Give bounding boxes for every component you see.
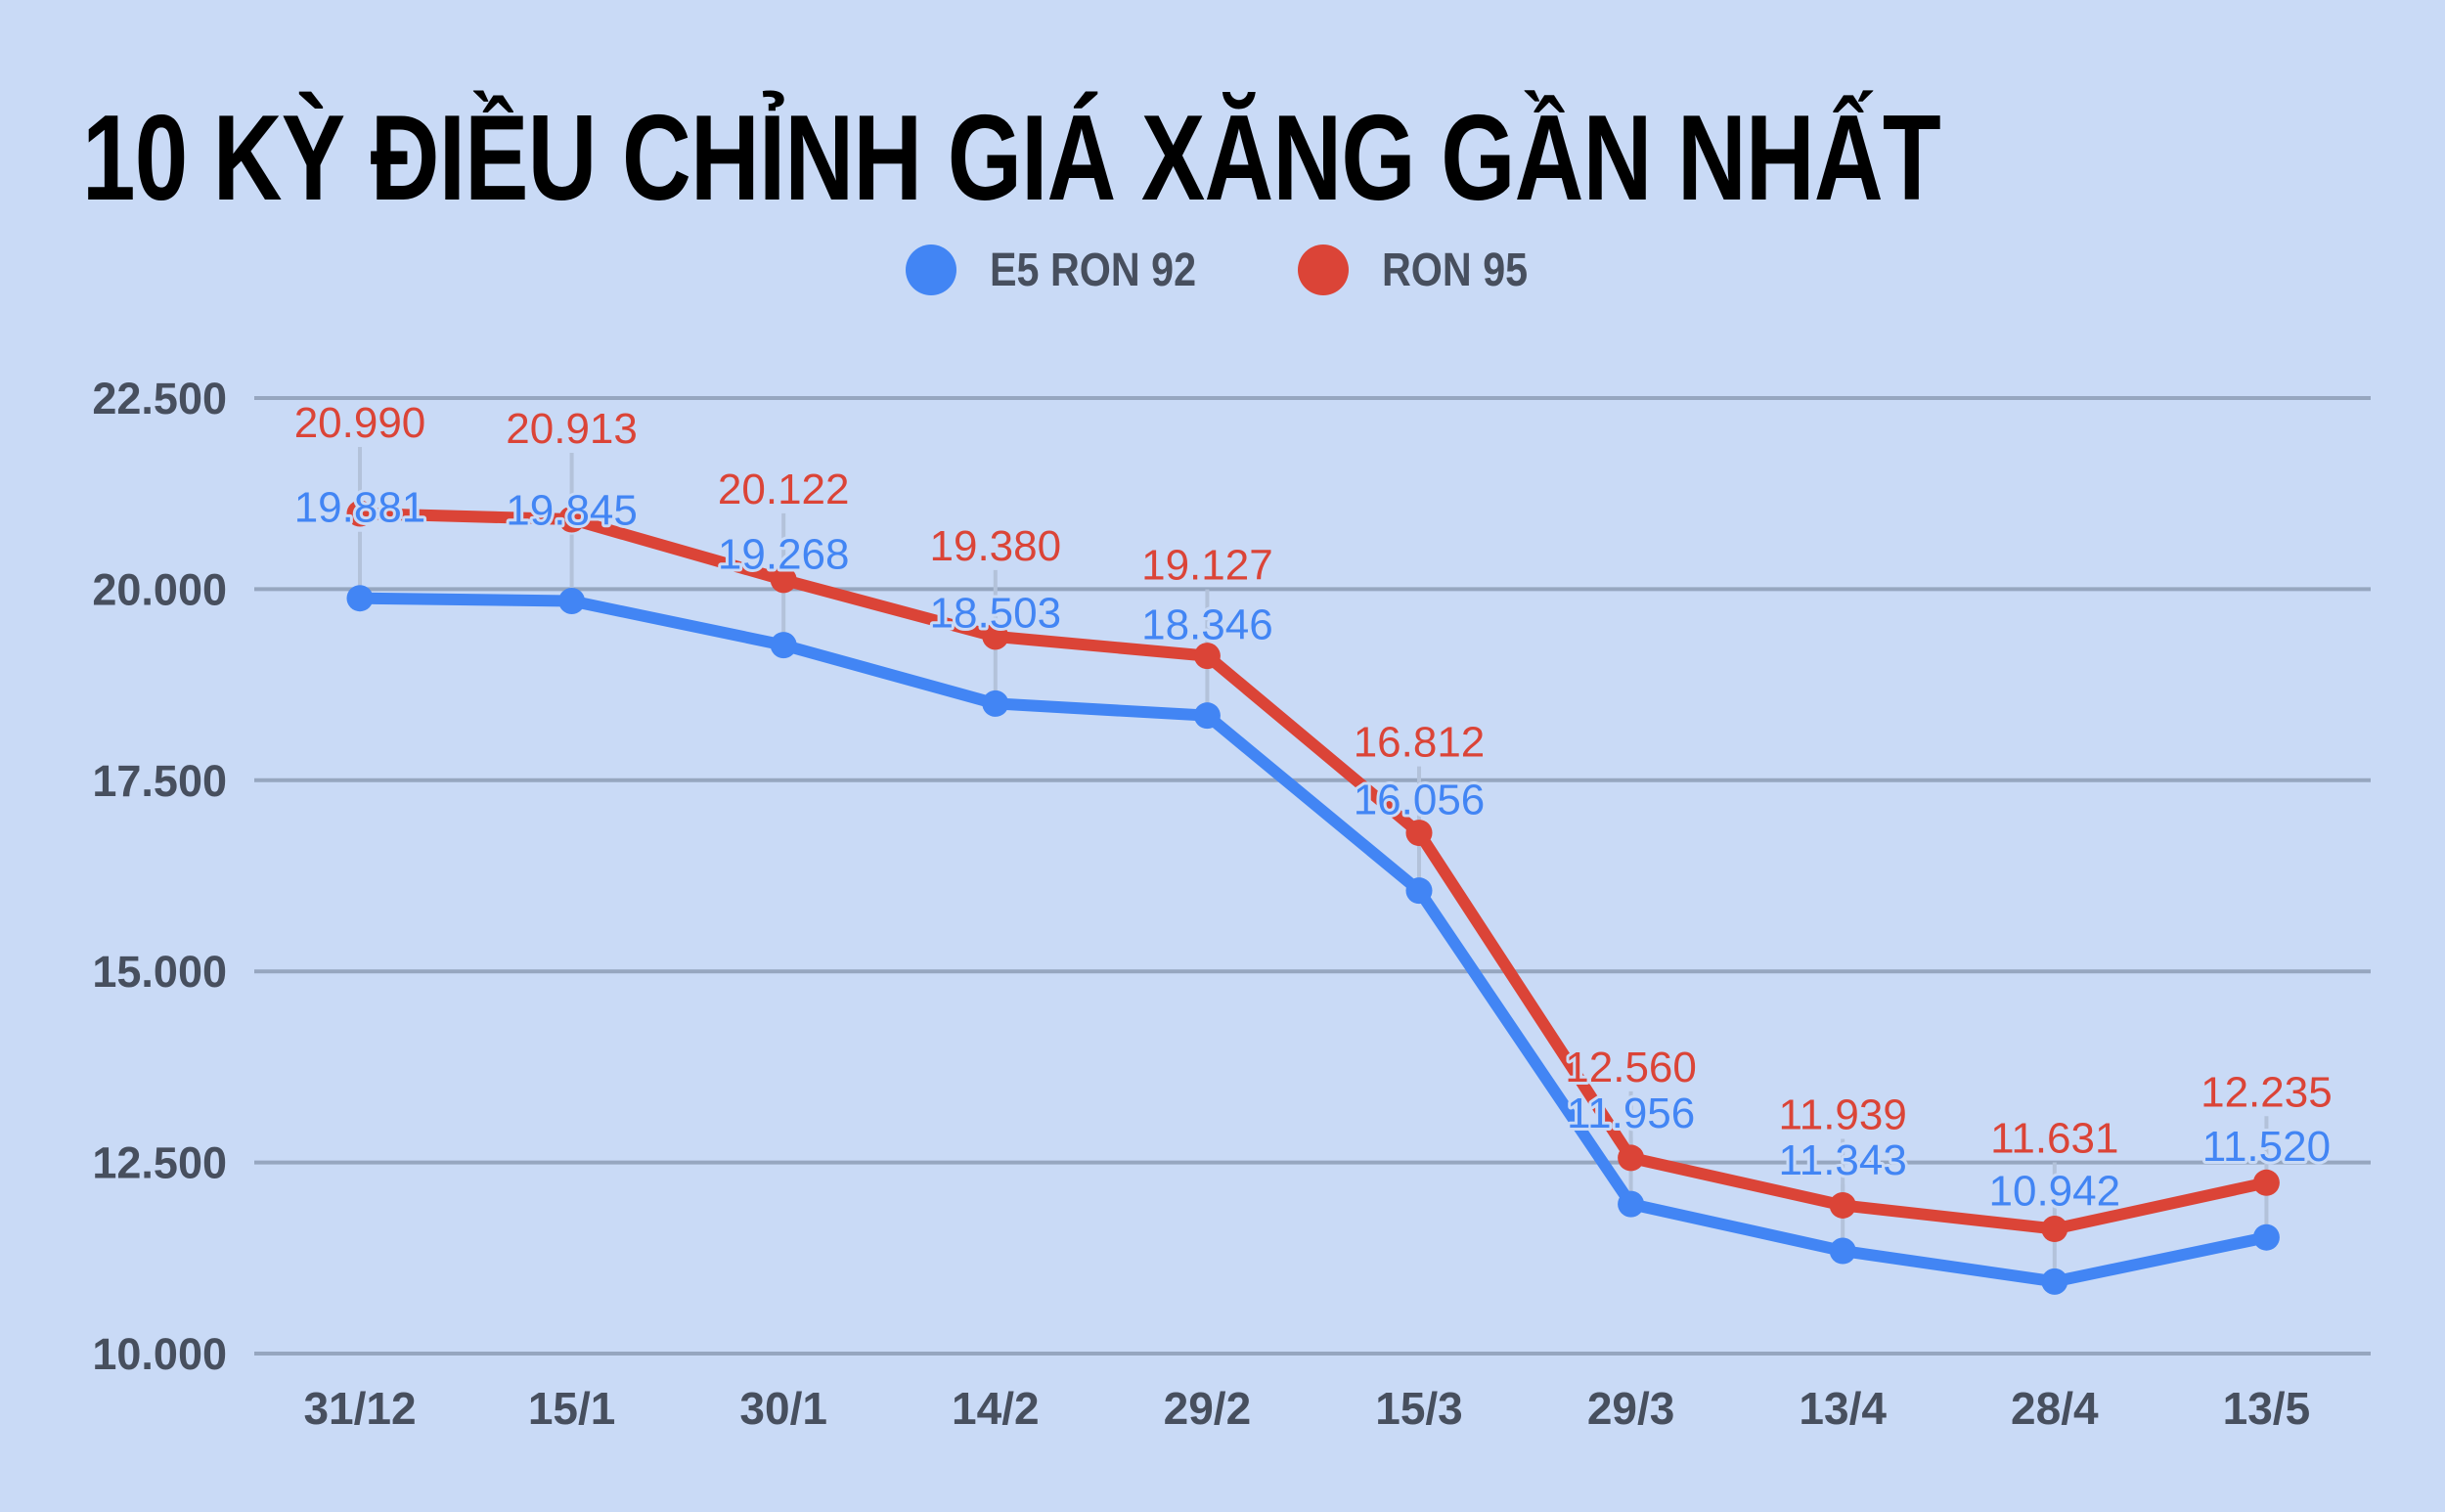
chart-title: 10 KỲ ĐIỀU CHỈNH GIÁ XĂNG GẦN NHẤT <box>82 91 1941 226</box>
x-tick-label: 15/1 <box>528 1383 616 1434</box>
x-tick-label: 30/1 <box>739 1383 827 1434</box>
data-label: 19.881 <box>294 484 426 532</box>
data-label: 12.235 <box>2200 1068 2333 1116</box>
x-axis-tick-labels: 31/12 15/1 30/1 14/2 29/2 15/3 29/3 13/4 28/4 13/… <box>303 1383 2310 1434</box>
data-point[interactable] <box>346 500 374 527</box>
data-point[interactable] <box>1618 1144 1645 1172</box>
y-tick-label: 22.500 <box>92 374 227 423</box>
data-label: 16.056 <box>1354 777 1486 824</box>
data-point[interactable] <box>770 566 797 594</box>
data-label: 19.268 <box>718 531 850 579</box>
y-tick-label: 10.000 <box>92 1329 227 1379</box>
data-label: 19.380 <box>930 522 1062 570</box>
y-tick-label: 17.500 <box>92 756 227 806</box>
data-label: 16.812 <box>1354 719 1486 767</box>
y-tick-label: 12.500 <box>92 1138 227 1188</box>
data-label-leader-lines <box>358 447 2269 1282</box>
data-label: 18.346 <box>1141 601 1273 649</box>
data-point[interactable] <box>1193 702 1221 730</box>
x-tick-label: 28/4 <box>2011 1383 2099 1434</box>
data-label: 11.939 <box>1779 1090 1907 1138</box>
data-point[interactable] <box>2041 1267 2068 1295</box>
data-point[interactable] <box>2041 1216 2068 1243</box>
data-label: 20.913 <box>506 405 638 453</box>
data-point[interactable] <box>1618 1190 1645 1218</box>
y-tick-label: 20.000 <box>92 564 227 614</box>
data-point[interactable] <box>558 588 586 615</box>
chart-legend: E5 RON 92 RON 95 <box>906 231 1621 309</box>
series-lines <box>346 500 2280 1295</box>
x-tick-label: 14/2 <box>952 1383 1040 1434</box>
data-label: 20.122 <box>718 466 850 513</box>
series-line <box>359 592 2268 1288</box>
y-axis-tick-labels: 10.000 12.500 15.000 17.500 20.000 22.500 <box>92 374 227 1379</box>
legend-item-e5-ron-92[interactable]: E5 RON 92 <box>906 244 1229 297</box>
data-label: 10.942 <box>1989 1167 2121 1215</box>
series-e5-ron-92 <box>346 585 2280 1295</box>
data-label: 19.127 <box>1141 542 1273 590</box>
data-labels: 19.881 19.845 19.268 18.503 18.346 16.056 11.9… <box>291 396 2335 1218</box>
data-label: 20.990 <box>294 399 426 447</box>
gridlines <box>254 396 2371 1356</box>
y-tick-label: 15.000 <box>92 947 227 997</box>
series-line <box>359 508 2268 1235</box>
legend-label: E5 RON 92 <box>990 244 1197 296</box>
x-tick-label: 31/12 <box>303 1383 416 1434</box>
x-tick-label: 29/3 <box>1587 1383 1675 1434</box>
legend-label: RON 95 <box>1382 244 1529 296</box>
data-label: 18.503 <box>930 589 1062 637</box>
data-point[interactable] <box>982 689 1009 717</box>
x-tick-label: 29/2 <box>1164 1383 1252 1434</box>
data-point[interactable] <box>1193 643 1221 670</box>
x-tick-label: 13/4 <box>1799 1383 1887 1434</box>
data-point[interactable] <box>1405 877 1433 905</box>
data-label: 12.560 <box>1565 1044 1697 1091</box>
data-point[interactable] <box>2252 1223 2280 1251</box>
data-point[interactable] <box>558 506 586 533</box>
circle-marker-icon <box>906 245 956 295</box>
data-label: 11.956 <box>1567 1090 1695 1137</box>
data-label: 11.631 <box>1990 1115 2118 1163</box>
data-label: 11.520 <box>2202 1123 2331 1171</box>
x-tick-label: 15/3 <box>1375 1383 1463 1434</box>
data-point[interactable] <box>346 585 374 612</box>
series-ron-95 <box>346 500 2280 1243</box>
legend-item-ron-95[interactable]: RON 95 <box>1298 244 1551 297</box>
data-point[interactable] <box>2252 1169 2280 1196</box>
data-point[interactable] <box>1829 1191 1856 1219</box>
circle-marker-icon <box>1298 245 1350 295</box>
data-label: 11.343 <box>1779 1136 1907 1184</box>
x-tick-label: 13/5 <box>2223 1383 2311 1434</box>
data-point[interactable] <box>982 623 1009 650</box>
data-point[interactable] <box>1829 1237 1856 1265</box>
data-point[interactable] <box>770 632 797 659</box>
data-label: 19.845 <box>506 487 638 535</box>
data-point[interactable] <box>1405 820 1433 847</box>
